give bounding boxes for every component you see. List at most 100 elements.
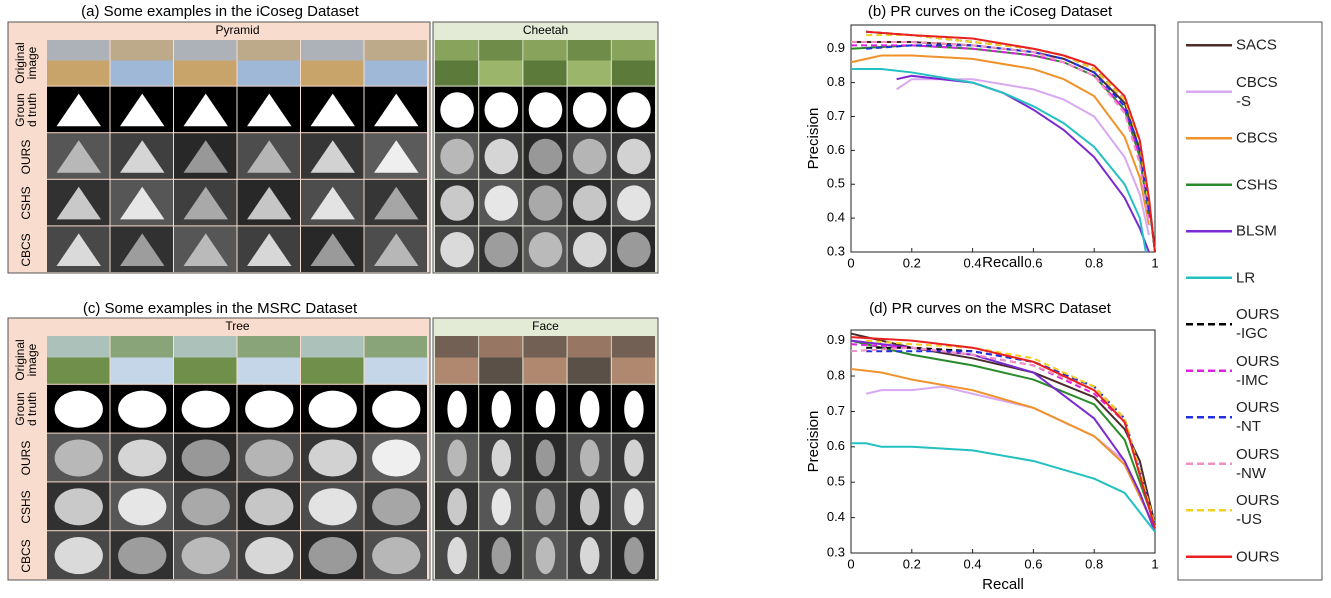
object-shape	[245, 488, 294, 526]
image-sky	[523, 336, 567, 358]
y-tick-label: 0.6	[827, 142, 845, 157]
row-label: CBCS	[19, 538, 33, 573]
object-shape	[308, 537, 357, 575]
image-sky	[611, 336, 655, 358]
image-sky	[237, 336, 300, 358]
object-shape	[491, 537, 512, 575]
image-sky	[301, 40, 364, 61]
object-shape	[120, 140, 165, 173]
object-shape	[440, 185, 474, 221]
row-label: CBCS	[19, 233, 33, 267]
object-shape	[624, 390, 644, 428]
y-tick-label: 0.8	[827, 367, 845, 382]
legend-label: OURS -NW	[1236, 445, 1280, 482]
object-shape	[374, 186, 419, 220]
y-tick-label: 0.6	[827, 438, 845, 453]
object-shape	[579, 537, 600, 575]
object-shape	[308, 390, 357, 428]
x-tick-label: 0.8	[1085, 556, 1103, 571]
object-shape	[528, 231, 563, 268]
group-title: Pyramid	[215, 23, 259, 37]
image-sky	[364, 40, 427, 61]
x-tick-label: 0	[847, 255, 854, 270]
object-shape	[484, 185, 519, 221]
object-shape	[624, 537, 644, 575]
object-shape	[308, 439, 357, 477]
object-shape	[617, 231, 651, 268]
chart-title: (b) PR curves on the iCoseg Dataset	[868, 3, 1113, 20]
object-shape	[54, 537, 103, 575]
legend-label: OURS	[1236, 548, 1280, 566]
object-shape	[572, 231, 607, 268]
x-tick-label: 0.2	[903, 255, 921, 270]
y-tick-label: 0.8	[827, 74, 845, 89]
object-shape	[579, 439, 600, 477]
object-shape	[617, 138, 651, 175]
legend-box	[1177, 21, 1323, 581]
object-shape	[183, 140, 228, 173]
object-shape	[118, 488, 167, 526]
y-tick-label: 0.9	[827, 332, 845, 347]
x-tick-label: 0.6	[1024, 556, 1042, 571]
x-tick-label: 0.4	[964, 556, 982, 571]
x-tick-label: 1	[1151, 556, 1158, 571]
pr-curve	[851, 442, 1156, 533]
pr-curve	[866, 350, 1156, 525]
object-shape	[247, 140, 292, 173]
x-tick-label: 0.2	[903, 556, 921, 571]
object-shape	[528, 138, 563, 175]
pr-curve	[866, 339, 1156, 525]
x-tick-label: 1	[1151, 255, 1158, 270]
chart-title: (d) PR curves on the MSRC Dataset	[869, 300, 1112, 317]
object-shape	[491, 488, 512, 526]
y-tick-label: 0.7	[827, 108, 845, 123]
object-shape	[372, 390, 421, 428]
object-shape	[374, 93, 419, 127]
object-shape	[310, 233, 355, 267]
row-label: OURS	[19, 139, 33, 174]
object-shape	[491, 390, 512, 428]
object-shape	[624, 439, 644, 477]
legend-label: CBCS -S	[1236, 73, 1278, 110]
y-tick-label: 0.9	[827, 40, 845, 55]
x-axis-label: Recall	[982, 576, 1024, 593]
object-shape	[624, 488, 644, 526]
plot-area	[850, 24, 1156, 253]
panel-title: (c) Some examples in the MSRC Dataset	[83, 300, 358, 317]
legend-label: OURS -IMC	[1236, 352, 1280, 389]
image-sky	[435, 40, 479, 61]
object-shape	[372, 439, 421, 477]
image-sky	[567, 40, 611, 61]
object-shape	[120, 93, 165, 127]
object-shape	[572, 185, 607, 221]
image-sky	[110, 336, 173, 358]
y-axis-label: Precision	[805, 108, 822, 170]
image-sky	[479, 336, 523, 358]
object-shape	[447, 439, 467, 477]
legend-label: OURS -US	[1236, 492, 1280, 529]
object-shape	[310, 186, 355, 220]
x-tick-label: 0	[847, 556, 854, 571]
image-sky	[301, 336, 364, 358]
x-tick-label: 0.8	[1085, 255, 1103, 270]
pr-curve	[851, 40, 1150, 226]
row-label: Groun d truth	[13, 392, 39, 427]
object-shape	[181, 488, 230, 526]
object-shape	[484, 231, 519, 268]
object-shape	[528, 185, 563, 221]
object-shape	[118, 537, 167, 575]
object-shape	[56, 233, 101, 267]
row-label: CSHS	[19, 186, 33, 220]
object-shape	[617, 92, 651, 128]
object-shape	[245, 390, 294, 428]
row-label: Groun d truth	[13, 92, 39, 127]
object-shape	[56, 140, 101, 173]
object-shape	[54, 488, 103, 526]
object-shape	[491, 439, 512, 477]
image-sky	[567, 336, 611, 358]
legend-label: BLSM	[1236, 222, 1277, 240]
x-tick-label: 0.6	[1024, 255, 1042, 270]
image-sky	[47, 40, 110, 61]
